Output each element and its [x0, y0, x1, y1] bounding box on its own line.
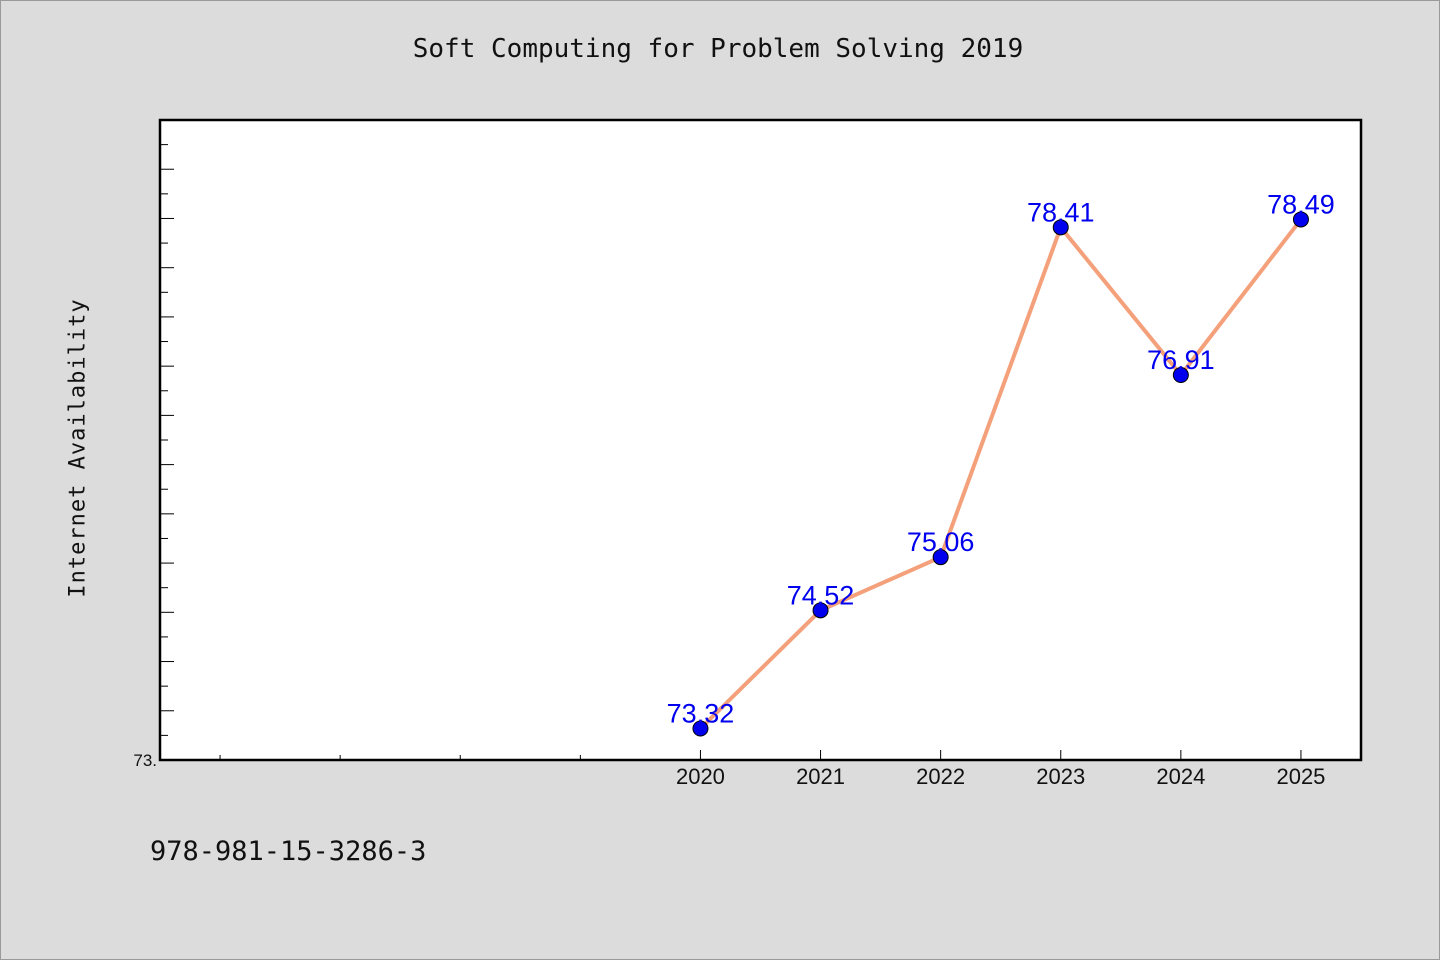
y-tick-label: 73. — [133, 751, 157, 770]
data-point — [1172, 367, 1189, 384]
series-line — [698, 217, 1303, 731]
data-point — [812, 602, 829, 619]
data-point — [1292, 211, 1309, 228]
data-label: 74.52 — [787, 580, 855, 610]
plot-border — [158, 118, 1363, 762]
x-tick-label: 2023 — [1036, 764, 1085, 789]
isbn-footer: 978-981-15-3286-3 — [150, 836, 427, 867]
x-tick-label: 2022 — [916, 764, 965, 789]
data-labels: 73.32 74.52 75.06 78.41 76.91 78.49 — [667, 189, 1335, 728]
x-tick-label: 2024 — [1156, 764, 1205, 789]
data-label: 78.41 — [1027, 197, 1095, 227]
x-tick-labels: 2020 2021 2022 2023 2024 2025 — [676, 764, 1325, 789]
x-tick-label: 2025 — [1276, 764, 1325, 789]
series-line-group — [698, 217, 1303, 731]
y-tick-labels: 73. — [133, 751, 157, 770]
x-tick-label: 2021 — [796, 764, 845, 789]
data-points — [692, 211, 1309, 737]
y-minor-ticks — [160, 144, 174, 736]
data-point — [1052, 219, 1069, 236]
plot-area — [160, 120, 1361, 760]
data-point — [932, 549, 949, 566]
data-label: 73.32 — [667, 698, 735, 728]
data-label: 76.91 — [1147, 345, 1215, 375]
data-label: 75.06 — [907, 527, 975, 557]
chart-title: Soft Computing for Problem Solving 2019 — [412, 34, 1024, 64]
data-point — [692, 720, 709, 737]
x-tick-label: 2020 — [676, 764, 725, 789]
data-label: 78.49 — [1267, 189, 1335, 219]
